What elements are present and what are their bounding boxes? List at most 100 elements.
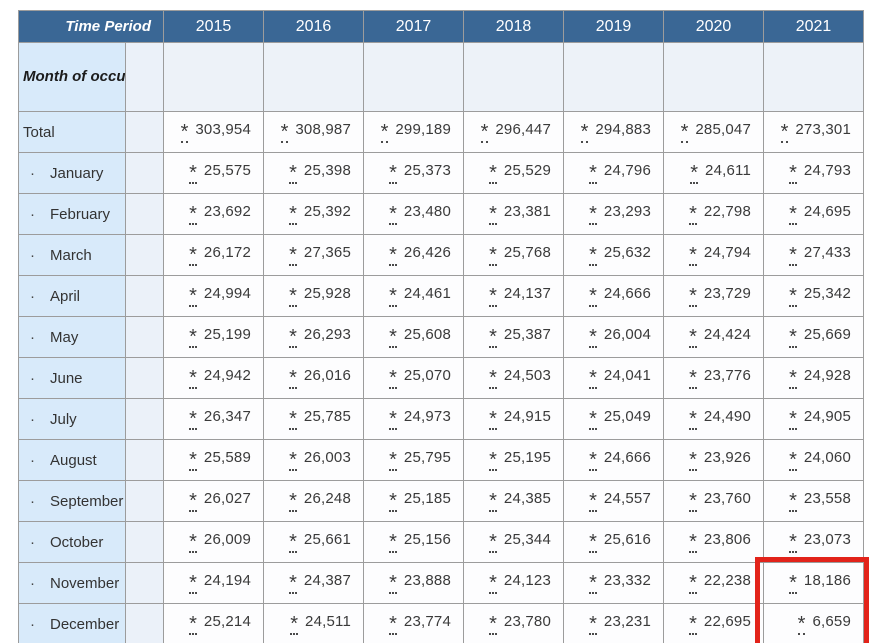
footnote-asterisk[interactable]: * bbox=[589, 285, 597, 307]
footnote-asterisk[interactable]: * bbox=[789, 531, 797, 553]
footnote-asterisk[interactable]: * bbox=[389, 367, 397, 389]
footnote-asterisk[interactable]: * bbox=[689, 613, 697, 635]
footnote-asterisk[interactable]: * bbox=[589, 162, 597, 184]
footnote-asterisk[interactable]: * bbox=[280, 121, 289, 143]
footnote-asterisk[interactable]: * bbox=[489, 449, 497, 471]
data-cell: * 24,611 bbox=[663, 152, 764, 194]
footnote-asterisk[interactable]: * bbox=[589, 490, 597, 512]
footnote-asterisk[interactable]: * bbox=[689, 449, 697, 471]
footnote-asterisk[interactable]: * bbox=[680, 121, 689, 143]
footnote-asterisk[interactable]: * bbox=[489, 572, 497, 594]
footnote-asterisk[interactable]: * bbox=[189, 326, 197, 348]
footnote-asterisk[interactable]: * bbox=[789, 449, 797, 471]
footnote-asterisk[interactable]: * bbox=[389, 244, 397, 266]
footnote-asterisk[interactable]: * bbox=[689, 326, 697, 348]
footnote-asterisk[interactable]: * bbox=[189, 572, 197, 594]
footnote-asterisk[interactable]: * bbox=[689, 244, 697, 266]
footnote-asterisk[interactable]: * bbox=[389, 490, 397, 512]
footnote-asterisk[interactable]: * bbox=[489, 203, 497, 225]
footnote-asterisk[interactable]: * bbox=[689, 285, 697, 307]
footnote-asterisk[interactable]: * bbox=[489, 613, 497, 635]
footnote-asterisk[interactable]: * bbox=[389, 449, 397, 471]
footnote-asterisk[interactable]: * bbox=[189, 203, 197, 225]
footnote-asterisk[interactable]: * bbox=[180, 121, 189, 143]
footnote-asterisk[interactable]: * bbox=[589, 449, 597, 471]
footnote-asterisk[interactable]: * bbox=[689, 572, 697, 594]
footnote-asterisk[interactable]: * bbox=[689, 490, 697, 512]
footnote-asterisk[interactable]: * bbox=[789, 244, 797, 266]
footnote-asterisk[interactable]: * bbox=[389, 326, 397, 348]
footnote-asterisk[interactable]: * bbox=[289, 572, 297, 594]
footnote-asterisk[interactable]: * bbox=[589, 367, 597, 389]
row-spacer-cell bbox=[125, 193, 164, 235]
footnote-asterisk[interactable]: * bbox=[489, 244, 497, 266]
footnote-asterisk[interactable]: * bbox=[189, 367, 197, 389]
footnote-asterisk[interactable]: * bbox=[389, 285, 397, 307]
footnote-asterisk[interactable]: * bbox=[489, 326, 497, 348]
footnote-asterisk[interactable]: * bbox=[389, 203, 397, 225]
footnote-asterisk[interactable]: * bbox=[389, 162, 397, 184]
footnote-asterisk[interactable]: * bbox=[589, 531, 597, 553]
footnote-asterisk[interactable]: * bbox=[289, 244, 297, 266]
footnote-asterisk[interactable]: * bbox=[589, 244, 597, 266]
footnote-asterisk[interactable]: * bbox=[189, 244, 197, 266]
footnote-asterisk[interactable]: * bbox=[389, 531, 397, 553]
row-label: January bbox=[50, 164, 104, 182]
footnote-asterisk[interactable]: * bbox=[489, 162, 497, 184]
footnote-asterisk[interactable]: * bbox=[289, 326, 297, 348]
footnote-asterisk[interactable]: * bbox=[290, 613, 299, 635]
footnote-asterisk[interactable]: * bbox=[189, 449, 197, 471]
footnote-asterisk[interactable]: * bbox=[289, 408, 297, 430]
footnote-asterisk[interactable]: * bbox=[289, 203, 297, 225]
footnote-asterisk[interactable]: * bbox=[689, 203, 697, 225]
footnote-asterisk[interactable]: * bbox=[289, 162, 297, 184]
footnote-asterisk[interactable]: * bbox=[789, 408, 797, 430]
footnote-asterisk[interactable]: * bbox=[389, 613, 397, 635]
footnote-asterisk[interactable]: * bbox=[789, 490, 797, 512]
footnote-asterisk[interactable]: * bbox=[789, 203, 797, 225]
footnote-asterisk[interactable]: * bbox=[689, 408, 697, 430]
footnote-asterisk[interactable]: * bbox=[489, 367, 497, 389]
footnote-asterisk[interactable]: * bbox=[289, 490, 297, 512]
data-cell: * 24,461 bbox=[363, 275, 464, 317]
footnote-asterisk[interactable]: * bbox=[690, 162, 699, 184]
footnote-asterisk[interactable]: * bbox=[589, 613, 597, 635]
footnote-asterisk[interactable]: * bbox=[189, 531, 197, 553]
footnote-asterisk[interactable]: * bbox=[289, 531, 297, 553]
footnote-asterisk[interactable]: * bbox=[589, 326, 597, 348]
data-cell: * 23,926 bbox=[663, 439, 764, 481]
data-cell: * 25,529 bbox=[463, 152, 564, 194]
footnote-asterisk[interactable]: * bbox=[389, 408, 397, 430]
footnote-asterisk[interactable]: * bbox=[489, 408, 497, 430]
footnote-asterisk[interactable]: * bbox=[789, 572, 797, 594]
footnote-asterisk[interactable]: * bbox=[780, 121, 789, 143]
footnote-asterisk[interactable]: * bbox=[589, 408, 597, 430]
footnote-asterisk[interactable]: * bbox=[580, 121, 589, 143]
table-row: · November * 24,194 * 24,387 * 23,888 * 24,123 * 23… bbox=[18, 562, 864, 604]
footnote-asterisk[interactable]: * bbox=[489, 531, 497, 553]
footnote-asterisk[interactable]: * bbox=[789, 285, 797, 307]
footnote-asterisk[interactable]: * bbox=[389, 572, 397, 594]
footnote-asterisk[interactable]: * bbox=[489, 285, 497, 307]
footnote-asterisk[interactable]: * bbox=[589, 203, 597, 225]
stub-empty-cell bbox=[763, 42, 864, 112]
footnote-asterisk[interactable]: * bbox=[189, 490, 197, 512]
footnote-asterisk[interactable]: * bbox=[789, 326, 797, 348]
footnote-asterisk[interactable]: * bbox=[380, 121, 389, 143]
footnote-asterisk[interactable]: * bbox=[289, 285, 297, 307]
footnote-asterisk[interactable]: * bbox=[489, 490, 497, 512]
footnote-asterisk[interactable]: * bbox=[480, 121, 489, 143]
footnote-asterisk[interactable]: * bbox=[689, 367, 697, 389]
footnote-asterisk[interactable]: * bbox=[689, 531, 697, 553]
footnote-asterisk[interactable]: * bbox=[589, 572, 597, 594]
bullet-dot: · bbox=[30, 369, 35, 387]
footnote-asterisk[interactable]: * bbox=[789, 367, 797, 389]
footnote-asterisk[interactable]: * bbox=[797, 613, 806, 635]
footnote-asterisk[interactable]: * bbox=[289, 367, 297, 389]
footnote-asterisk[interactable]: * bbox=[189, 613, 197, 635]
footnote-asterisk[interactable]: * bbox=[189, 285, 197, 307]
footnote-asterisk[interactable]: * bbox=[189, 162, 197, 184]
footnote-asterisk[interactable]: * bbox=[189, 408, 197, 430]
footnote-asterisk[interactable]: * bbox=[789, 162, 797, 184]
footnote-asterisk[interactable]: * bbox=[289, 449, 297, 471]
